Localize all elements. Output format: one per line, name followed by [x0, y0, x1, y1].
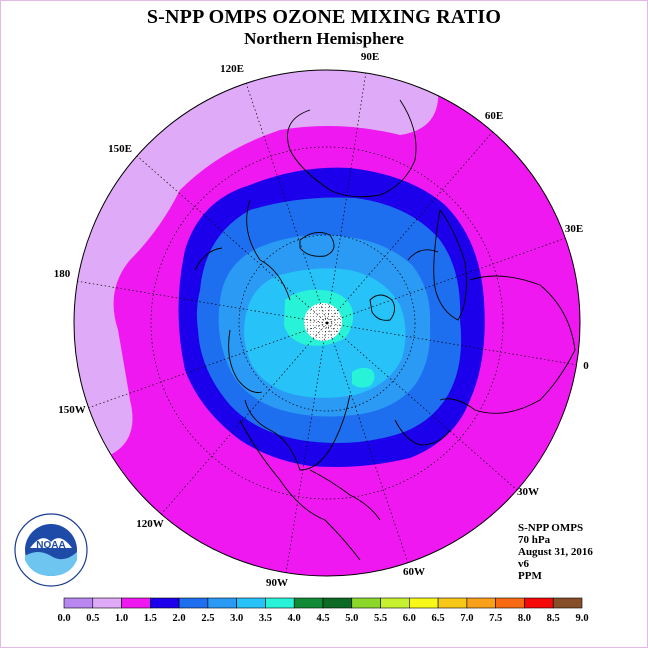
colorbar-swatch: [524, 597, 554, 609]
longitude-label: 0: [583, 360, 589, 372]
colorbar-swatch: [92, 597, 122, 609]
colorbar-label: 8.0: [518, 613, 531, 624]
longitude-label: 90W: [266, 577, 288, 589]
colorbar-swatch: [178, 597, 209, 609]
ozone-band-3.5b: [352, 367, 375, 388]
colorbar-label: 5.0: [345, 613, 358, 624]
colorbar-label: 9.0: [575, 613, 588, 624]
longitude-label: 30W: [517, 486, 539, 498]
colorbar-label: 2.0: [173, 613, 186, 624]
colorbar-swatch: [552, 597, 583, 609]
colorbar-swatch: [322, 597, 353, 609]
longitude-label: 60E: [485, 110, 503, 122]
colorbar-label: 1.0: [115, 613, 128, 624]
info-line: v6: [518, 558, 529, 570]
colorbar-label: 8.5: [547, 613, 560, 624]
colorbar-label: 6.0: [403, 613, 416, 624]
colorbar-swatch: [495, 597, 525, 609]
colorbar: 0.0 0.5 1.0 1.5 2.0 2.5 3.0 3.5 4.0 4.5 5.0 5.5 6.0 6…: [57, 597, 589, 624]
longitude-label: 120W: [136, 518, 164, 530]
info-line: PPM: [518, 570, 542, 582]
longitude-label: 150W: [58, 404, 86, 416]
info-line: S-NPP OMPS: [518, 522, 584, 534]
colorbar-label: 3.0: [230, 613, 243, 624]
colorbar-swatch: [437, 597, 468, 609]
colorbar-swatch: [293, 597, 324, 609]
colorbar-swatch: [466, 597, 496, 609]
colorbar-label: 4.0: [288, 613, 301, 624]
colorbar-label: 0.5: [86, 613, 99, 624]
colorbar-label: 7.5: [489, 613, 502, 624]
longitude-labels: 90E 60E 30E 0 30W 60W 90W 120W 150W 180 150E 120E: [54, 51, 590, 589]
colorbar-swatch: [207, 597, 237, 609]
graticule: [75, 71, 579, 574]
info-line: August 31, 2016: [518, 546, 593, 558]
colorbar-swatch: [351, 597, 381, 609]
colorbar-swatch: [380, 597, 410, 609]
noaa-logo: NOAA: [14, 513, 88, 587]
colorbar-label: 4.5: [316, 613, 329, 624]
colorbar-label: 6.5: [432, 613, 445, 624]
longitude-label: 180: [54, 268, 71, 280]
colorbar-label: 0.0: [57, 613, 70, 624]
colorbar-swatch: [150, 597, 180, 609]
longitude-label: 150E: [108, 143, 132, 155]
colorbar-label: 1.5: [144, 613, 157, 624]
colorbar-swatch: [236, 597, 266, 609]
colorbar-swatch: [265, 597, 295, 609]
noaa-logo-text: NOAA: [36, 540, 65, 551]
longitude-label: 60W: [403, 566, 425, 578]
colorbar-swatch: [409, 597, 439, 609]
coastlines: [194, 99, 576, 561]
ozone-band-0.5: [74, 70, 440, 455]
longitude-label: 90E: [361, 51, 379, 63]
colorbar-label: 2.5: [201, 613, 214, 624]
colorbar-label: 3.5: [259, 613, 272, 624]
colorbar-swatch: [121, 597, 151, 609]
longitude-label: 120E: [220, 63, 244, 75]
page-title: S-NPP OMPS OZONE MIXING RATIO: [146, 6, 502, 28]
info-line: 70 hPa: [518, 534, 551, 546]
page-subtitle: Northern Hemisphere: [244, 29, 404, 48]
longitude-label: 30E: [565, 223, 583, 235]
colorbar-label: 5.5: [374, 613, 387, 624]
colorbar-swatch: [63, 597, 94, 609]
map-boundary: [73, 69, 581, 577]
colorbar-label: 7.0: [460, 613, 473, 624]
